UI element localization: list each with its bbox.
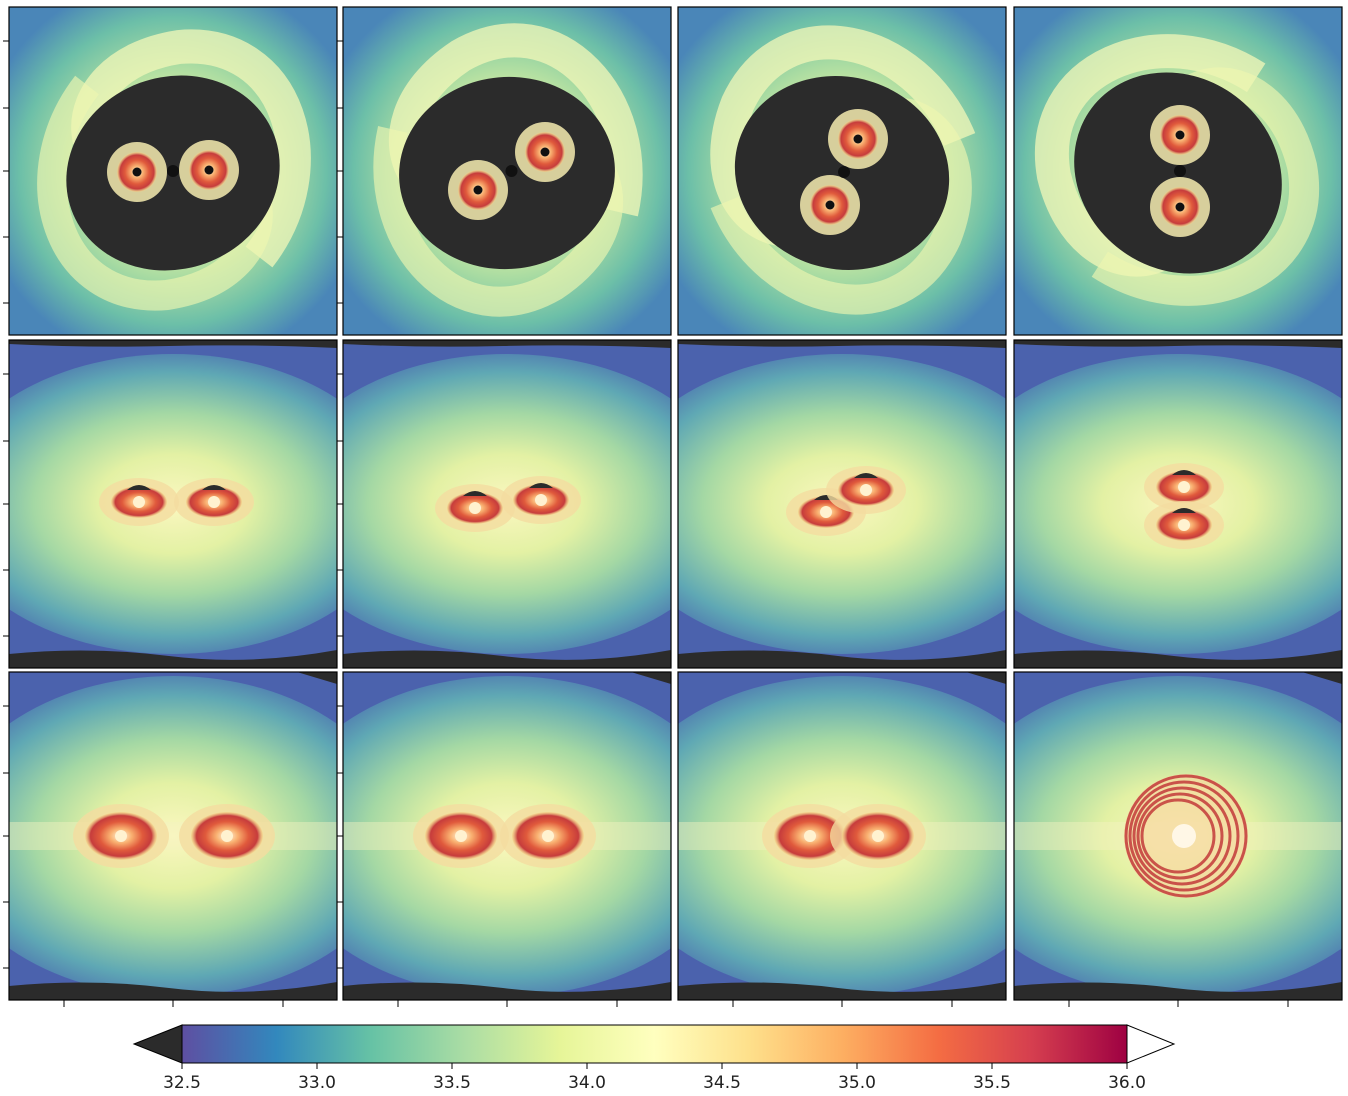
panel-frame (1013, 339, 1343, 669)
axis-ticks (3, 40, 1289, 1007)
colorbar: 32.5 33.0 33.5 34.0 34.5 35.0 35.5 36.0 (132, 1024, 1176, 1093)
panel-frame (1013, 6, 1343, 336)
colorbar-ticks: 32.5 33.0 33.5 34.0 34.5 35.0 35.5 36.0 (163, 1063, 1146, 1093)
colorbar-tick-label: 33.5 (433, 1073, 471, 1093)
colorbar-gradient (181, 1024, 1128, 1064)
black-hole (853, 134, 863, 144)
panel-r1-c3 (677, 6, 1007, 336)
panel-r3-c1 (8, 671, 338, 1001)
panel-frame (677, 339, 1007, 669)
black-hole (132, 167, 142, 177)
colorbar-tick-label: 33.0 (298, 1073, 336, 1093)
panel-frame (677, 6, 1007, 336)
black-hole (1175, 202, 1185, 212)
colorbar-under-arrow (132, 1024, 183, 1064)
panel-r2-c4 (1013, 339, 1343, 669)
black-hole (825, 200, 835, 210)
colorbar-tick-label: 35.5 (973, 1073, 1011, 1093)
colorbar-tick-label: 32.5 (163, 1073, 201, 1093)
colorbar-over-arrow (1126, 1024, 1176, 1064)
black-hole (473, 185, 483, 195)
panel-r2-c2 (342, 339, 672, 669)
panel-r1-c2 (342, 6, 672, 336)
panel-r1-c1 (8, 6, 338, 336)
panel-r1-c4 (1013, 6, 1343, 336)
panel-r2-c1 (8, 339, 338, 669)
panel-grid (8, 6, 1343, 1001)
black-hole (540, 147, 550, 157)
colorbar-tick-label: 34.0 (568, 1073, 606, 1093)
panel-r2-c3 (677, 339, 1007, 669)
black-hole (1175, 130, 1185, 140)
panel-r3-c3 (677, 671, 1007, 1001)
colorbar-tick-label: 35.0 (838, 1073, 876, 1093)
colorbar-tick-label: 34.5 (703, 1073, 741, 1093)
panel-r3-c4 (1013, 671, 1343, 1001)
panel-r3-c2 (342, 671, 672, 1001)
black-hole (204, 165, 214, 175)
colorbar-tick-label: 36.0 (1108, 1073, 1146, 1093)
